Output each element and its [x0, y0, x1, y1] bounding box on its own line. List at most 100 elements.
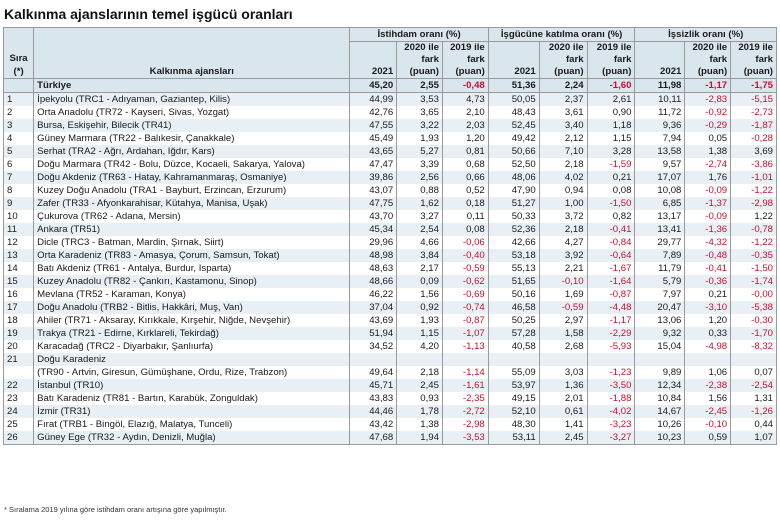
row-value: 49,64	[349, 366, 398, 379]
row-value: 0,66	[441, 171, 489, 184]
row-value: -0,00	[730, 288, 777, 301]
col-diff-2019: 2019 ile fark (puan)	[441, 41, 489, 79]
row-sira: 8	[2, 184, 35, 197]
row-value: -2,38	[684, 379, 732, 392]
row-value: 43,65	[349, 145, 398, 158]
total-value: 2,24	[538, 78, 588, 93]
row-value: 0,90	[586, 106, 636, 119]
row-value: 1,93	[396, 132, 443, 145]
row-value: 52,50	[487, 158, 540, 171]
row-value: 55,09	[487, 366, 540, 379]
row-value: 0,88	[396, 184, 443, 197]
table-row: 4 Güney Marmara (TR22 - Balıkesir, Çanakk…	[2, 132, 777, 145]
row-sira: 7	[2, 171, 35, 184]
row-sira: 10	[2, 210, 35, 223]
total-value: 11,98	[634, 78, 686, 93]
table-row: 6 Doğu Marmara (TR42 - Bolu, Düzce, Kocae…	[2, 158, 777, 171]
row-value: 1,76	[684, 171, 732, 184]
row-sira: 24	[2, 405, 35, 418]
row-value: 2,54	[396, 223, 443, 236]
table-row: 14 Batı Akdeniz (TR61 - Antalya, Burdur, …	[2, 262, 777, 275]
row-value: -0,41	[586, 223, 636, 236]
row-sira: 3	[2, 119, 35, 132]
row-agency-name: Doğu Marmara (TR42 - Bolu, Düzce, Kocael…	[33, 158, 351, 171]
row-value: 2,18	[396, 366, 443, 379]
row-value: -2,35	[441, 392, 489, 405]
row-value: 10,11	[634, 92, 686, 106]
row-sira	[2, 366, 35, 379]
row-value: 4,66	[396, 236, 443, 249]
row-value: -2,29	[586, 327, 636, 340]
row-value	[538, 353, 588, 366]
row-value: 12,34	[634, 379, 686, 392]
row-value: -3,23	[586, 418, 636, 431]
row-agency-name: Zafer (TR33 - Afyonkarahisar, Kütahya, M…	[33, 197, 351, 210]
table-row: 5 Serhat (TRA2 - Ağrı, Ardahan, Iğdır, Ka…	[2, 145, 777, 158]
table-row: 22 İstanbul (TR10) 45,71 2,45 -1,61 53,97 1,36…	[2, 379, 777, 392]
col-diff-2020: 2020 ile fark (puan)	[684, 41, 732, 79]
row-value: 1,18	[586, 119, 636, 132]
table-row: 7 Doğu Akdeniz (TR63 - Hatay, Kahramanmar…	[2, 171, 777, 184]
row-value: 2,21	[538, 262, 588, 275]
row-value: -1,14	[441, 366, 489, 379]
row-value: 2,68	[538, 340, 588, 353]
row-agency-name: İstanbul (TR10)	[33, 379, 351, 392]
row-value: 40,58	[487, 340, 540, 353]
row-value: 0,68	[441, 158, 489, 171]
row-value: 43,83	[349, 392, 398, 405]
row-value: 2,17	[396, 262, 443, 275]
row-value: 1,56	[684, 392, 732, 405]
row-value: 10,08	[634, 184, 686, 197]
row-value: 13,06	[634, 314, 686, 327]
row-value: 20,47	[634, 301, 686, 314]
row-value: 7,10	[538, 145, 588, 158]
total-sira	[2, 78, 35, 93]
row-value: 1,94	[396, 431, 443, 445]
row-value: 1,07	[730, 431, 777, 445]
unemployment-group-header: İşsizlik oranı (%)	[634, 27, 777, 42]
row-agency-name: Doğu Anadolu (TRB2 - Bitlis, Hakkâri, Mu…	[33, 301, 351, 314]
total-value: 2,55	[396, 78, 443, 93]
row-value: 1,62	[396, 197, 443, 210]
row-value: -1,50	[730, 262, 777, 275]
row-agency-name: Kuzey Anadolu (TR82 - Çankırı, Kastamonu…	[33, 275, 351, 288]
row-agency-name: Güney Ege (TR32 - Aydın, Denizli, Muğla)	[33, 431, 351, 445]
row-value: 1,78	[396, 405, 443, 418]
row-value: -3,10	[684, 301, 732, 314]
row-sira: 9	[2, 197, 35, 210]
row-value: 45,34	[349, 223, 398, 236]
table-row: (TR90 - Artvin, Giresun, Gümüşhane, Ordu…	[2, 366, 777, 379]
row-sira: 25	[2, 418, 35, 431]
row-value: 3,22	[396, 119, 443, 132]
row-sira: 11	[2, 223, 35, 236]
row-value: 51,65	[487, 275, 540, 288]
row-agency-name: Serhat (TRA2 - Ağrı, Ardahan, Iğdır, Kar…	[33, 145, 351, 158]
row-value: 47,47	[349, 158, 398, 171]
row-value: -0,59	[538, 301, 588, 314]
row-sira: 15	[2, 275, 35, 288]
row-value: 1,00	[538, 197, 588, 210]
row-value: 3,53	[396, 92, 443, 106]
row-value: 13,17	[634, 210, 686, 223]
row-value: -0,10	[538, 275, 588, 288]
row-value: 9,36	[634, 119, 686, 132]
row-value: 1,20	[684, 314, 732, 327]
row-value	[634, 353, 686, 366]
sub-header-row: 2021 2020 ile fark (puan) 2019 ile fark (pua…	[4, 41, 777, 79]
row-value: 1,69	[538, 288, 588, 301]
row-value: 29,77	[634, 236, 686, 249]
row-agency-name: (TR90 - Artvin, Giresun, Gümüşhane, Ordu…	[33, 366, 351, 379]
total-value: 51,36	[487, 78, 540, 93]
row-value: 46,58	[487, 301, 540, 314]
row-value	[441, 353, 489, 366]
row-value: 53,11	[487, 431, 540, 445]
row-value: 42,66	[487, 236, 540, 249]
row-value: -0,92	[684, 106, 732, 119]
row-agency-name: Trakya (TR21 - Edirne, Kırklareli, Tekir…	[33, 327, 351, 340]
table-row: 26 Güney Ege (TR32 - Aydın, Denizli, Muğl…	[2, 431, 777, 445]
row-value: 0,18	[441, 197, 489, 210]
row-value: -2,45	[684, 405, 732, 418]
row-value: 3,65	[396, 106, 443, 119]
row-value: -2,73	[730, 106, 777, 119]
row-value: 50,16	[487, 288, 540, 301]
